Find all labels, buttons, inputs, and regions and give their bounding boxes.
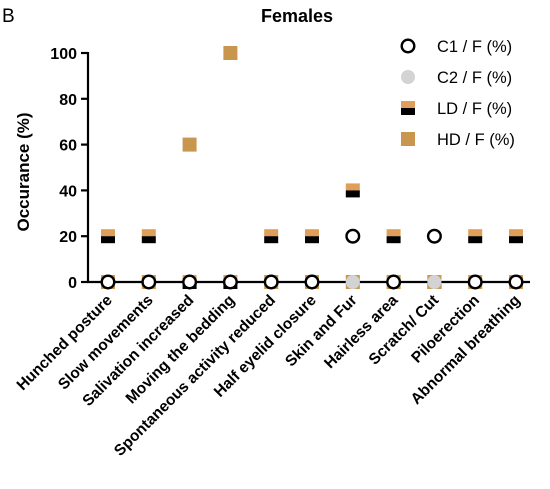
series-2 (101, 183, 523, 289)
data-point-lower-half (509, 236, 523, 244)
data-point (100, 274, 116, 290)
data-point (345, 275, 360, 289)
legend: C1 / F (%) C2 / F (%) LD / F (%) HD / F (%) (400, 38, 515, 149)
y-axis-label: Occurance (%) (14, 112, 33, 231)
data-point (305, 229, 319, 237)
data-point (467, 274, 483, 290)
y-tick-label: 100 (50, 46, 77, 63)
legend-item: LD / F (%) (401, 100, 512, 118)
data-point-lower-half (141, 236, 156, 244)
data-point-lower-half (305, 236, 319, 244)
data-point (386, 274, 402, 290)
legend-label: C2 / F (%) (437, 69, 512, 87)
data-point (427, 275, 442, 289)
legend-item: C1 / F (%) (400, 38, 512, 56)
data-point (182, 274, 198, 290)
panel-label: B (2, 6, 15, 27)
data-point (400, 38, 416, 54)
y-tick-label: 20 (59, 229, 77, 246)
data-point-lower-half (401, 108, 415, 115)
legend-label: C1 / F (%) (437, 38, 512, 56)
data-point (386, 229, 401, 237)
data-point-lower-half (345, 190, 360, 198)
series-0 (100, 228, 524, 290)
data-point (345, 183, 360, 191)
data-point (401, 70, 415, 84)
y-tick-label: 80 (59, 92, 77, 109)
legend-item: C2 / F (%) (401, 69, 512, 87)
data-point (141, 229, 156, 237)
legend-label: HD / F (%) (437, 131, 515, 149)
y-tick-label: 0 (68, 275, 77, 292)
data-point-lower-half (468, 236, 483, 244)
data-point (468, 229, 483, 237)
data-point (345, 228, 361, 244)
y-tick-label: 60 (59, 138, 77, 155)
data-point-lower-half (101, 236, 115, 244)
data-point (304, 274, 320, 290)
data-point-lower-half (386, 236, 401, 244)
data-point (101, 229, 115, 237)
legend-label: LD / F (%) (437, 100, 512, 118)
data-point (426, 228, 442, 244)
data-point (263, 274, 279, 290)
y-tick-label: 40 (59, 183, 77, 200)
data-point (264, 229, 279, 237)
data-point (401, 132, 415, 146)
data-point (223, 46, 238, 60)
data-point (401, 101, 415, 108)
data-point (222, 274, 238, 290)
data-point (182, 137, 197, 152)
data-point-lower-half (264, 236, 279, 244)
data-point (508, 274, 524, 290)
legend-item: HD / F (%) (401, 131, 515, 149)
data-marks (100, 46, 524, 290)
data-point (509, 229, 523, 237)
data-point (141, 274, 157, 290)
chart-title: Females (261, 6, 333, 26)
